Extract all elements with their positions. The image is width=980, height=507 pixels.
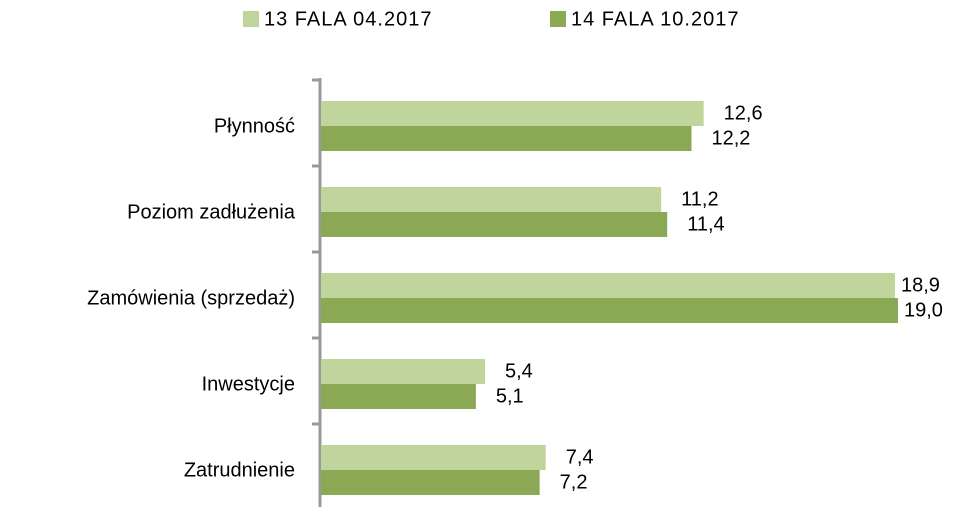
bar (321, 187, 662, 212)
bar (321, 470, 540, 495)
legend-swatch (243, 11, 259, 27)
category-label: Płynność (214, 115, 295, 137)
category-label: Inwestycje (202, 373, 295, 395)
bar (321, 445, 546, 470)
value-label: 5,1 (496, 385, 524, 407)
bar (321, 101, 704, 126)
value-label: 11,4 (687, 213, 724, 235)
value-label: 11,2 (681, 188, 718, 210)
bar (321, 298, 898, 323)
legend-label: 14 FALA 10.2017 (571, 8, 739, 30)
value-label: 19,0 (904, 299, 943, 321)
value-label: 18,9 (901, 274, 940, 296)
bar (321, 359, 485, 384)
category-label: Zatrudnienie (184, 459, 295, 481)
legend-swatch (550, 11, 566, 27)
legend-label: 13 FALA 04.2017 (264, 8, 432, 30)
value-label: 5,4 (505, 360, 533, 382)
category-label: Poziom zadłużenia (127, 201, 296, 223)
bar (321, 212, 668, 237)
value-label: 12,6 (724, 102, 763, 124)
value-label: 12,2 (711, 127, 750, 149)
value-label: 7,2 (560, 471, 588, 493)
category-label: Zamówienia (sprzedaż) (87, 287, 295, 309)
bar (321, 126, 692, 151)
value-label: 7,4 (566, 446, 594, 468)
bar (321, 273, 895, 298)
bar (321, 384, 476, 409)
